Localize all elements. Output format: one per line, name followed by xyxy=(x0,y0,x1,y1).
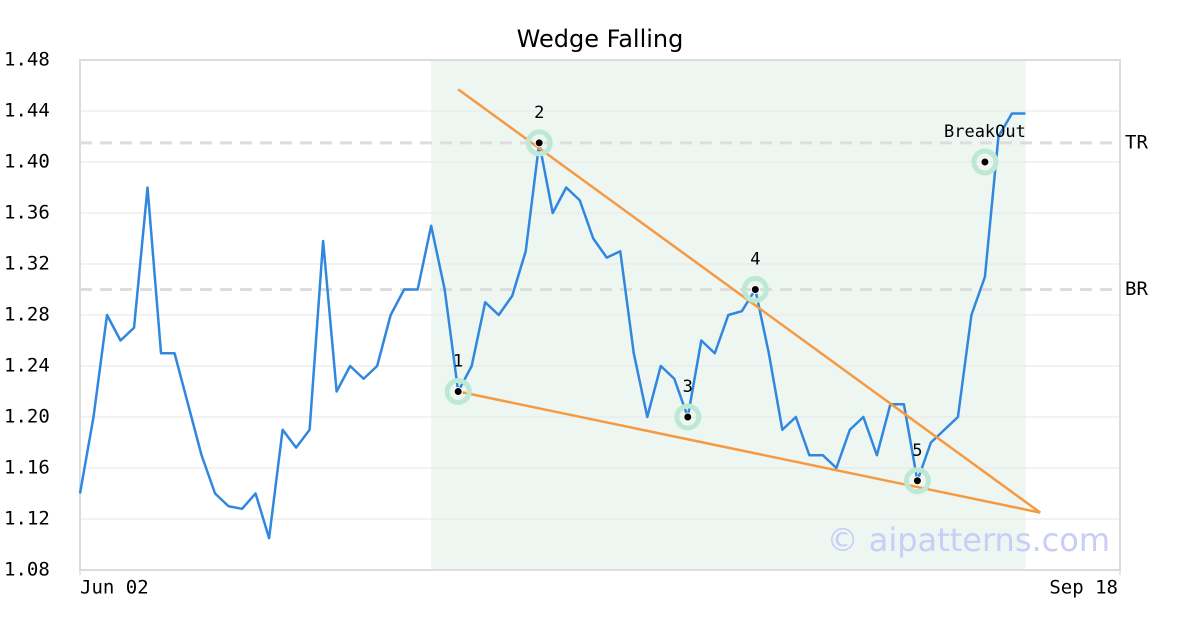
point-marker xyxy=(683,412,693,422)
y-tick-label: 1.28 xyxy=(4,304,50,326)
y-tick-label: 1.32 xyxy=(4,253,50,275)
trendline xyxy=(457,390,1041,514)
point-marker xyxy=(453,387,463,396)
y-tick-label: 1.16 xyxy=(4,457,50,479)
y-tick-label: 1.12 xyxy=(4,508,50,530)
point-label: 1 xyxy=(453,352,463,372)
plot-frame xyxy=(79,59,1121,571)
watermark: © aipatterns.com xyxy=(827,521,1110,559)
chart-title: Wedge Falling xyxy=(517,25,684,53)
level-label: BR xyxy=(1125,278,1148,300)
point-label: 4 xyxy=(750,250,760,270)
series-line xyxy=(78,112,1026,540)
point-label: 5 xyxy=(912,441,922,461)
y-tick-label: 1.20 xyxy=(4,406,50,428)
level-label: TR xyxy=(1125,131,1148,153)
y-tick-label: 1.36 xyxy=(4,202,50,224)
point-label: 2 xyxy=(534,103,544,123)
point-marker xyxy=(912,476,922,486)
point-marker xyxy=(980,157,990,167)
x-tick-label: Jun 02 xyxy=(80,577,149,599)
point-halo xyxy=(971,148,999,176)
y-tick-label: 1.08 xyxy=(4,559,50,581)
point-halo xyxy=(525,129,553,157)
point-marker xyxy=(534,138,544,148)
y-tick-label: 1.24 xyxy=(4,355,50,377)
point-halo xyxy=(444,378,472,405)
point-label: 3 xyxy=(683,377,693,397)
point-label: BreakOut xyxy=(944,122,1026,142)
y-tick-label: 1.44 xyxy=(4,100,50,122)
y-tick-label: 1.40 xyxy=(4,151,50,173)
point-halo xyxy=(741,276,769,303)
point-halo xyxy=(674,403,702,431)
x-tick-label: Sep 18 xyxy=(1049,577,1118,599)
y-tick-label: 1.48 xyxy=(4,49,50,71)
point-halo xyxy=(903,467,931,495)
point-marker xyxy=(750,285,760,294)
